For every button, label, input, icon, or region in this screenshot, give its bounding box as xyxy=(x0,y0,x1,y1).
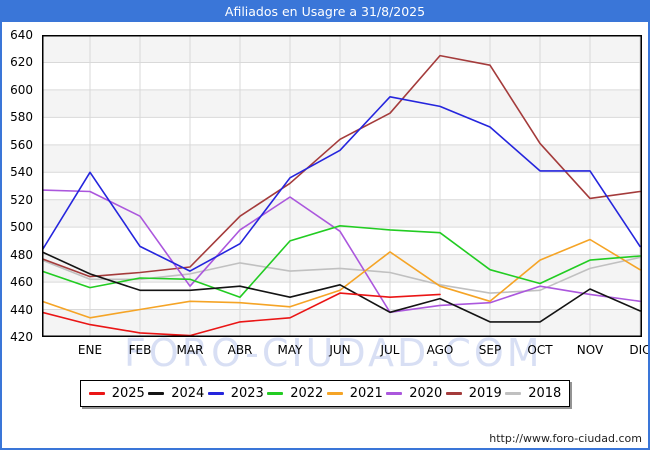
series-line-2020 xyxy=(42,189,641,314)
legend-label: 2024 xyxy=(171,386,205,401)
legend-swatch-2022 xyxy=(267,392,284,395)
plot-border xyxy=(42,35,642,337)
plot-band xyxy=(42,144,642,173)
legend-swatch-2020 xyxy=(386,392,403,395)
legend-item-2021: 2021 xyxy=(326,386,383,401)
x-tick-label: ABR xyxy=(227,343,253,357)
plot-area xyxy=(42,35,642,337)
legend-label: 2025 xyxy=(111,386,145,401)
x-tick-label: NOV xyxy=(576,343,604,357)
y-tick-label: 640 xyxy=(10,28,33,42)
legend-swatch-2025 xyxy=(88,392,105,395)
source-url-link[interactable]: http://www.foro-ciudad.com xyxy=(489,432,642,445)
legend-item-2018: 2018 xyxy=(505,386,561,401)
y-tick-label: 580 xyxy=(10,110,33,125)
chart-title: Afiliados en Usagre a 31/8/2025 xyxy=(2,2,648,22)
y-tick-label: 600 xyxy=(10,82,33,97)
legend-label: 2020 xyxy=(409,386,443,401)
y-tick-label: 620 xyxy=(10,55,33,70)
x-tick-label: ENE xyxy=(77,343,103,357)
y-tick-label: 460 xyxy=(10,275,33,290)
legend-swatch-2021 xyxy=(326,392,343,395)
legend-label: 2018 xyxy=(528,386,562,401)
series-line-2022 xyxy=(42,225,641,299)
x-tick-label: DIC xyxy=(629,343,650,357)
plot-band xyxy=(42,35,642,63)
y-tick-label: 500 xyxy=(10,220,33,235)
x-tick-label: JUL xyxy=(380,343,400,357)
legend-item-2025: 2025 xyxy=(88,386,145,401)
x-tick-label: FEB xyxy=(128,343,152,357)
legend-swatch-2019 xyxy=(445,392,462,395)
series-line-2024 xyxy=(42,251,641,323)
y-tick-label: 520 xyxy=(10,192,33,207)
legend-label: 2019 xyxy=(468,386,502,401)
legend-swatch-2023 xyxy=(207,392,224,395)
legend-label: 2023 xyxy=(230,386,264,401)
series-line-2018 xyxy=(42,256,641,294)
x-tick-label: MAR xyxy=(176,343,204,357)
y-tick-label: 540 xyxy=(10,165,33,180)
y-tick-label: 560 xyxy=(10,137,33,152)
plot-band xyxy=(42,117,642,145)
legend: 2025 2024 2023 2022 2021 2020 2019 2018 xyxy=(80,380,570,407)
series-line-2025 xyxy=(42,292,441,337)
plot-band xyxy=(42,172,642,200)
legend-item-2020: 2020 xyxy=(386,386,442,401)
legend-item-2023: 2023 xyxy=(207,386,264,401)
x-tick-label: JUN xyxy=(329,343,351,357)
legend-label: 2021 xyxy=(349,386,383,401)
legend-swatch-2024 xyxy=(148,392,165,395)
series-line-2021 xyxy=(42,238,641,319)
series-line-2019 xyxy=(42,54,641,278)
y-tick-label: 480 xyxy=(10,247,33,262)
y-tick-label: 440 xyxy=(10,302,33,317)
legend-swatch-2018 xyxy=(505,392,522,395)
legend-item-2024: 2024 xyxy=(148,386,204,401)
legend-item-2022: 2022 xyxy=(267,386,323,401)
plot-band xyxy=(42,199,642,228)
legend-item-2019: 2019 xyxy=(445,386,502,401)
legend-label: 2022 xyxy=(290,386,324,401)
plot-band xyxy=(42,62,642,90)
y-tick-label: 420 xyxy=(10,330,33,344)
x-tick-label: MAY xyxy=(277,343,303,357)
series-line-2023 xyxy=(42,95,641,272)
plot-band xyxy=(42,227,642,255)
plot-band xyxy=(42,89,642,118)
x-tick-label: SEP xyxy=(478,343,502,357)
x-tick-label: AGO xyxy=(426,343,454,357)
x-tick-label: OCT xyxy=(527,343,553,357)
line-chart-canvas xyxy=(42,35,642,337)
